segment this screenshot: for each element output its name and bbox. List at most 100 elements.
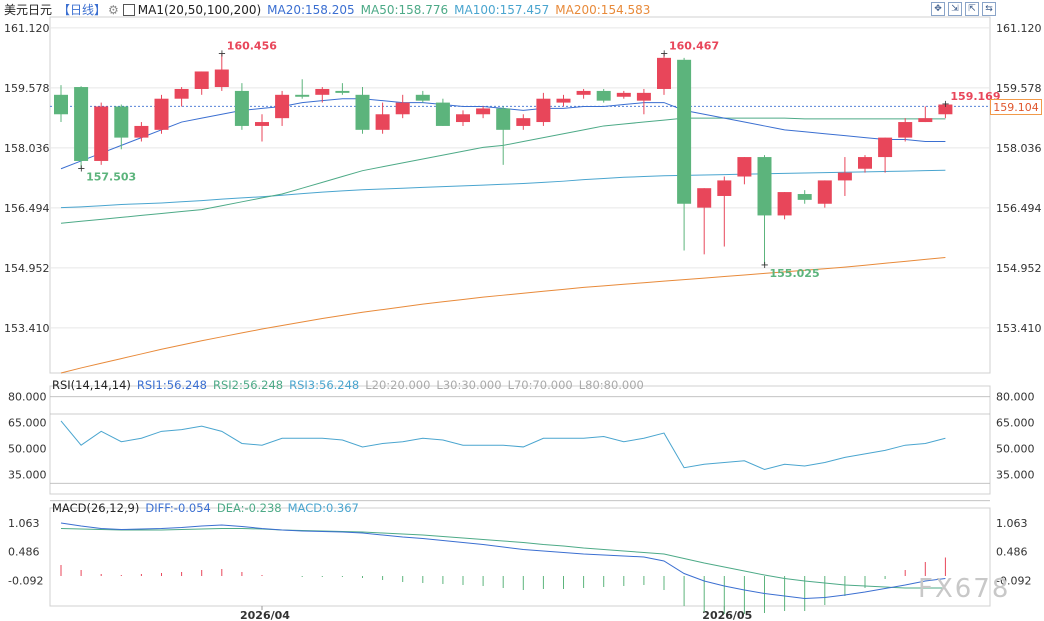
annotation-marker: + (660, 48, 668, 59)
rsi-tick-right: 80.000 (996, 391, 1035, 404)
candle-body (315, 88, 330, 95)
macd-header: MACD(26,12,9) DIFF:-0.054 DEA:-0.238 MAC… (52, 499, 365, 516)
candle-body (435, 102, 450, 126)
annotation-label: 155.025 (770, 267, 820, 280)
macd-tick-left: 0.486 (8, 546, 40, 559)
ma-indicator-label: MA1(20,50,100,200) (137, 2, 262, 17)
candle-body (616, 92, 631, 97)
period-label[interactable]: 【日线】 (58, 3, 107, 17)
current-price-tag: 159.104 (990, 99, 1042, 115)
rsi-tick-right: 35.000 (996, 469, 1035, 482)
candle-body (878, 137, 893, 158)
toolbar: ✥ ⇲ ⇱ ⇆ (931, 2, 996, 16)
candle-body (938, 104, 953, 115)
diff-line (60, 522, 946, 600)
annotation-marker: + (941, 99, 949, 110)
settings-icon[interactable]: ⚙ (108, 2, 119, 17)
candle-body (536, 98, 551, 123)
price-tick-left: 161.120 (4, 22, 50, 35)
candle-body (556, 98, 571, 103)
ma200-label: MA200:154.583 (555, 2, 651, 17)
rsi-pane-frame (49, 385, 991, 495)
rsi3-label: RSI3:56.248 (289, 377, 360, 392)
candle-body (375, 114, 390, 130)
candle-body (335, 90, 350, 93)
annotation-marker: + (218, 49, 226, 60)
ma100-line (60, 169, 946, 209)
candle-body (174, 88, 189, 99)
annotation-label: 157.503 (86, 171, 136, 184)
candle-body (154, 98, 169, 130)
macd-tick-left: -0.092 (8, 575, 43, 588)
candle-body (94, 106, 109, 161)
macd-tick-left: 1.063 (8, 517, 40, 530)
candle-body (234, 90, 249, 126)
l30-label: L30:30.000 (436, 377, 502, 392)
candle-body (817, 180, 832, 204)
price-tick-left: 154.952 (4, 262, 50, 275)
candle-body (295, 94, 310, 97)
price-tick-left: 159.578 (4, 82, 50, 95)
price-tick-left: 158.036 (4, 142, 50, 155)
candle-body (516, 118, 531, 126)
price-tick-right: 156.494 (996, 202, 1042, 215)
candle-body (737, 157, 752, 177)
candle-body (657, 57, 671, 89)
price-tick-right: 159.578 (996, 82, 1042, 95)
crosshair-icon[interactable]: ✥ (931, 2, 945, 16)
annotation-marker: + (77, 164, 85, 175)
annotation-label: 160.456 (227, 40, 277, 53)
rsi-tick-right: 65.000 (996, 417, 1035, 430)
price-tick-right: 161.120 (996, 22, 1042, 35)
candle-body (476, 108, 491, 115)
candle-body (576, 90, 591, 95)
rsi-tick-left: 65.000 (8, 417, 47, 430)
candle-body (898, 122, 913, 138)
dea-label: DEA:-0.238 (216, 500, 282, 515)
candle-body (275, 94, 290, 119)
price-pane-frame (49, 16, 991, 374)
macd-indicator-label: MACD(26,12,9) (52, 500, 140, 515)
candle-body (677, 59, 692, 204)
candle-body (395, 102, 410, 115)
rsi-header: RSI(14,14,14) RSI1:56.248 RSI2:56.248 RS… (52, 376, 650, 393)
candle-body (717, 180, 732, 196)
dea-line (60, 528, 946, 589)
candle-body (858, 157, 872, 169)
zoom-out-icon[interactable]: ⇱ (965, 2, 979, 16)
l20-label: L20:20.000 (365, 377, 431, 392)
candle-body (114, 106, 129, 138)
ma100-label: MA100:157.457 (454, 2, 550, 17)
candle-body (355, 94, 370, 130)
candle-body (777, 192, 792, 216)
price-tick-left: 156.494 (4, 202, 50, 215)
candle-body (837, 172, 852, 181)
rsi-line (60, 420, 946, 470)
rsi-tick-left: 80.000 (8, 391, 47, 404)
l70-label: L70:70.000 (507, 377, 573, 392)
candle-body (194, 71, 209, 89)
rsi1-label: RSI1:56.248 (136, 377, 207, 392)
price-tick-right: 153.410 (996, 322, 1042, 335)
candle-body (636, 92, 651, 101)
candle-body (496, 108, 511, 130)
rsi2-label: RSI2:56.248 (213, 377, 284, 392)
candle-body (697, 188, 712, 208)
rsi-tick-left: 50.000 (8, 443, 47, 456)
ma20-label: MA20:158.205 (267, 2, 355, 17)
candle-body (415, 94, 430, 101)
candle-body (74, 87, 89, 161)
candle-body (456, 114, 470, 123)
rsi-tick-left: 35.000 (8, 469, 47, 482)
x-tick-label: 2026/04 (240, 609, 290, 621)
macd-tick-right: 0.486 (996, 546, 1028, 559)
candle-body (134, 125, 149, 138)
reset-icon[interactable]: ⇆ (982, 2, 996, 16)
rsi-tick-right: 50.000 (996, 443, 1035, 456)
indicator-icon (122, 3, 135, 16)
zoom-in-icon[interactable]: ⇲ (948, 2, 962, 16)
candle-body (214, 69, 229, 88)
x-tick-label: 2026/05 (702, 609, 752, 621)
